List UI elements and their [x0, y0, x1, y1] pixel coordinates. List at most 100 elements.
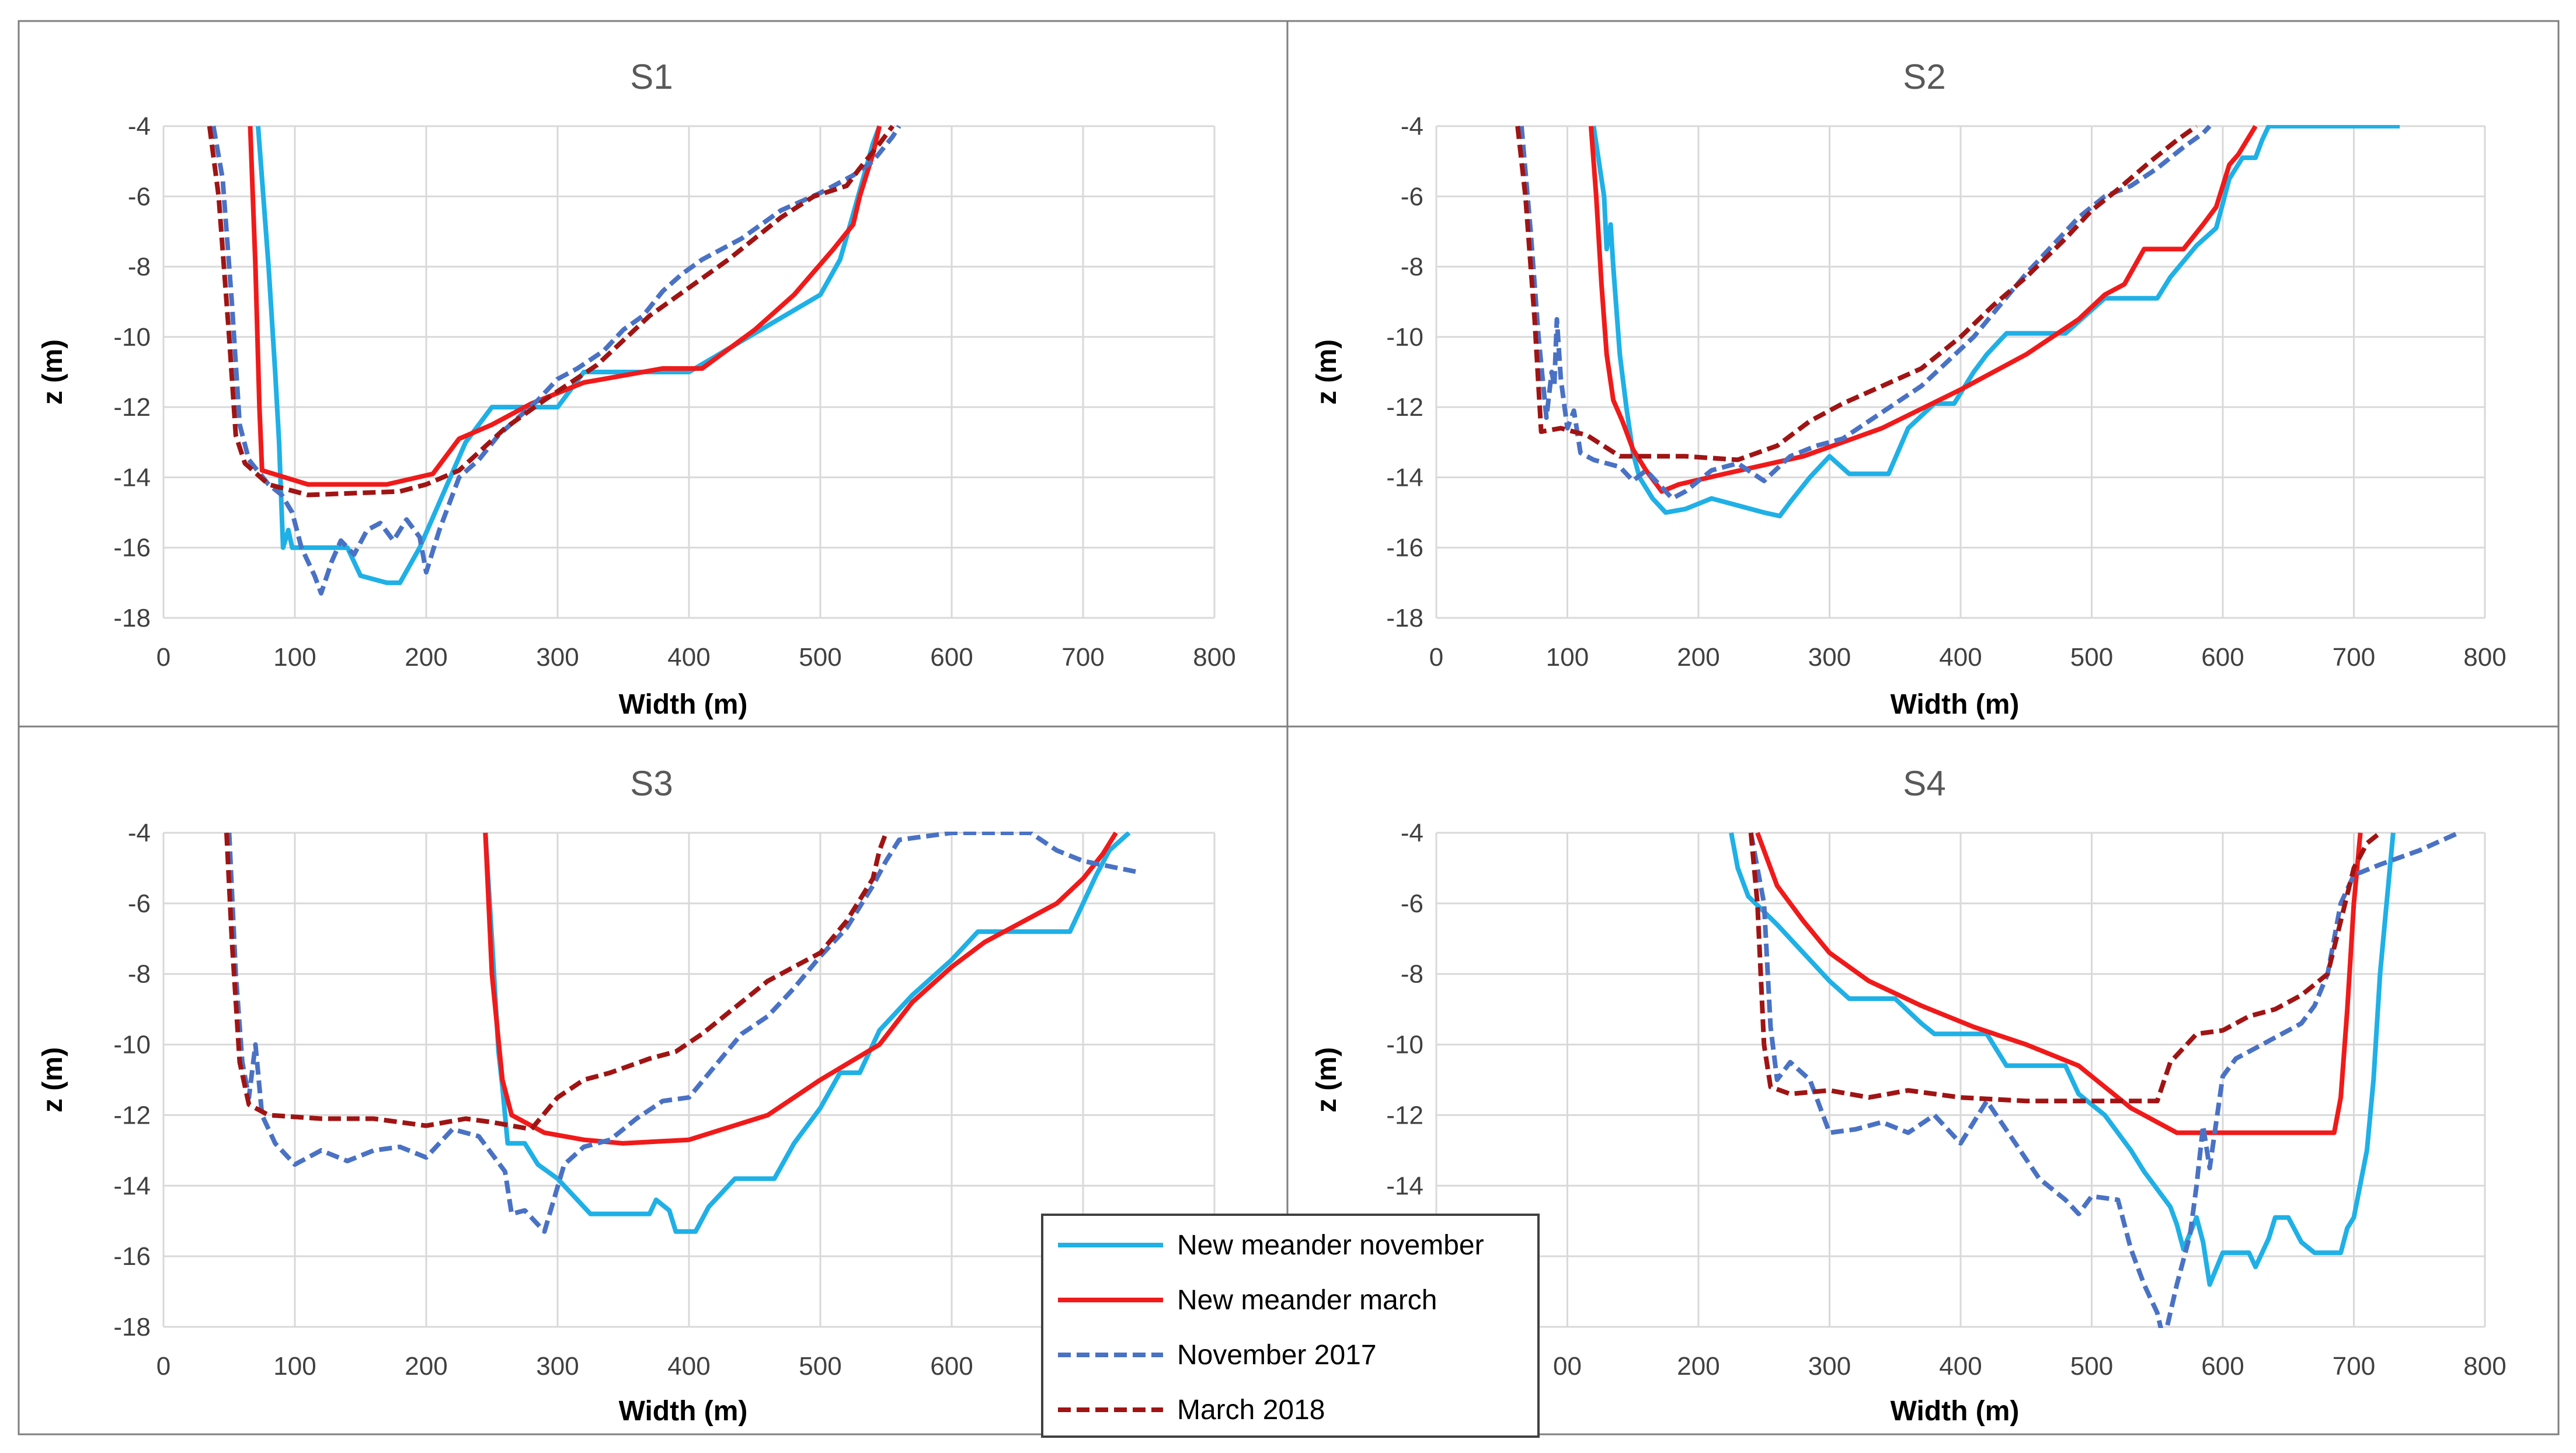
chart-panel-s1: -4 -6 -8 -10 -12 -14 -16 -180 100 200 300 400 500 600… — [37, 57, 1236, 720]
chart-panel-s2: -4 -6 -8 -10 -12 -14 -16 -180 100 200 300 400 500 600… — [1311, 57, 2507, 720]
x-tick-label: 600 — [2201, 1352, 2244, 1381]
x-tick-label: 0 — [156, 1352, 170, 1381]
y-tick-label: -18 — [113, 1313, 151, 1341]
y-tick-label: -6 — [128, 182, 151, 211]
y-tick-label: -14 — [1386, 463, 1423, 492]
x-tick-label: 400 — [667, 643, 710, 672]
x-tick-label: 300 — [536, 643, 579, 672]
x-tick-label: 500 — [799, 643, 841, 672]
y-tick-label: -18 — [113, 604, 151, 632]
y-tick-label: -18 — [1386, 604, 1423, 632]
y-tick-label: -14 — [113, 463, 151, 492]
x-tick-label: 200 — [1677, 1352, 1719, 1381]
series-line-new-meander-november — [483, 832, 1131, 1234]
x-tick-label: 200 — [1677, 643, 1719, 672]
series-line-november-2017 — [1519, 125, 2212, 501]
x-tick-label: 800 — [2463, 643, 2506, 672]
x-tick-label: 700 — [2333, 643, 2375, 672]
series-line-new-meander-november — [1729, 832, 2396, 1287]
y-tick-label: -10 — [1386, 1031, 1423, 1059]
series-line-new-meander-march — [483, 832, 1118, 1146]
x-tick-label: 500 — [2070, 1352, 2113, 1381]
x-tick-label: 300 — [1808, 643, 1851, 672]
y-tick-label: -14 — [1386, 1172, 1423, 1200]
series-line-november-2017 — [227, 832, 1136, 1234]
chart-title: S3 — [630, 764, 673, 803]
x-tick-label: 600 — [2201, 643, 2244, 672]
x-axis-label: Width (m) — [1891, 689, 2020, 720]
legend-box — [1041, 1214, 1540, 1438]
x-axis-label: Width (m) — [1891, 1396, 2020, 1427]
x-tick-label: 500 — [799, 1352, 841, 1381]
x-tick-label: 400 — [667, 1352, 710, 1381]
series-line-november-2017 — [1748, 832, 2460, 1328]
legend-label: New meander november — [1177, 1230, 1484, 1261]
y-tick-label: -4 — [128, 112, 151, 141]
x-tick-label: 800 — [2463, 1352, 2506, 1381]
x-tick-label: 400 — [1939, 643, 1982, 672]
x-tick-label: 600 — [930, 643, 973, 672]
x-tick-label: 400 — [1939, 1352, 1982, 1381]
chart-title: S4 — [1903, 764, 1945, 803]
y-tick-label: -6 — [1401, 889, 1423, 918]
y-tick-label: -8 — [1401, 253, 1423, 281]
x-axis-label: Width (m) — [619, 1396, 748, 1427]
y-axis-label: z (m) — [37, 1047, 68, 1113]
x-tick-label: 0 — [1429, 643, 1443, 672]
x-tick-label: 700 — [1061, 643, 1104, 672]
y-tick-label: -12 — [1386, 393, 1423, 422]
chart-panel-s3: -4 -6 -8 -10 -12 -14 -16 -180 100 200 300 400 500 600… — [37, 764, 1216, 1427]
x-tick-label: 100 — [273, 643, 316, 672]
y-tick-label: -16 — [1386, 534, 1423, 562]
y-tick-label: -16 — [113, 1242, 151, 1271]
y-tick-label: -8 — [1401, 960, 1423, 989]
y-tick-label: -12 — [1386, 1101, 1423, 1129]
chart-title: S2 — [1903, 57, 1945, 96]
x-tick-label: 0 — [156, 643, 170, 672]
x-axis-label: Width (m) — [619, 689, 748, 720]
y-tick-label: -8 — [128, 253, 151, 281]
legend-label: March 2018 — [1177, 1395, 1325, 1426]
y-tick-label: -10 — [113, 1031, 151, 1059]
series-line-march-2018 — [207, 125, 895, 498]
y-tick-label: -4 — [128, 819, 151, 847]
chart-title: S1 — [630, 57, 673, 96]
x-tick-label: 600 — [930, 1352, 973, 1381]
y-axis-label: z (m) — [1311, 1047, 1342, 1113]
x-tick-label: 100 — [1546, 643, 1589, 672]
y-tick-label: -12 — [113, 393, 151, 422]
y-tick-label: -12 — [113, 1101, 151, 1129]
y-tick-label: -14 — [113, 1172, 151, 1200]
x-tick-label: 200 — [405, 1352, 447, 1381]
x-tick-label: 00 — [1553, 1352, 1582, 1381]
series-line-new-meander-march — [1588, 125, 2258, 494]
series-line-new-meander-november — [256, 125, 882, 585]
chart-panel-s4: -4 -6 -8 -10 -12 -14 00 200 300 400 500 600 700 800 S4… — [1311, 764, 2507, 1427]
y-tick-label: -16 — [113, 534, 151, 562]
y-tick-label: -6 — [1401, 182, 1423, 211]
y-tick-label: -8 — [128, 960, 151, 989]
x-tick-label: 800 — [1193, 643, 1235, 672]
x-tick-label: 300 — [536, 1352, 579, 1381]
y-tick-label: -10 — [113, 323, 151, 352]
series-line-new-meander-march — [1755, 832, 2363, 1135]
y-tick-label: -6 — [128, 889, 151, 918]
series-line-new-meander-november — [1591, 125, 2400, 519]
y-tick-label: -4 — [1401, 112, 1423, 141]
x-tick-label: 300 — [1808, 1352, 1851, 1381]
y-tick-label: -10 — [1386, 323, 1423, 352]
series-line-march-2018 — [224, 832, 889, 1132]
legend: New meander november New meander march Nov… — [1041, 1214, 1540, 1438]
legend-label: New meander march — [1177, 1285, 1437, 1316]
legend-label: November 2017 — [1177, 1340, 1377, 1371]
series-line-march-2018 — [1515, 125, 2198, 463]
y-axis-label: z (m) — [1311, 339, 1342, 405]
y-axis-label: z (m) — [37, 339, 68, 405]
x-tick-label: 500 — [2070, 643, 2113, 672]
x-tick-label: 700 — [2333, 1352, 2375, 1381]
series-line-march-2018 — [1748, 832, 2382, 1104]
x-tick-label: 100 — [273, 1352, 316, 1381]
series-line-november-2017 — [211, 125, 901, 596]
y-tick-label: -4 — [1401, 819, 1423, 847]
